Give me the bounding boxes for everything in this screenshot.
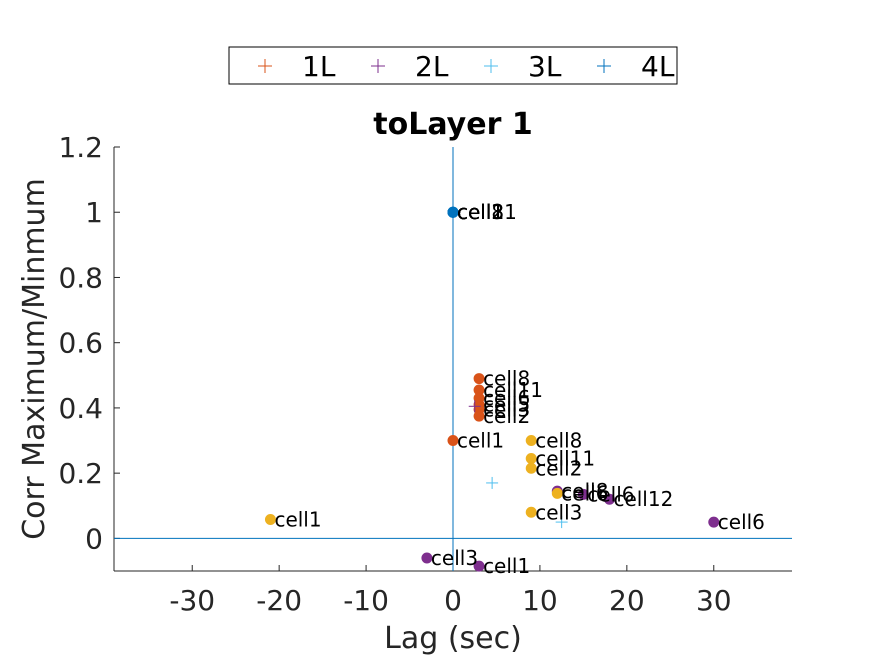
x-axis-label: Lag (sec) bbox=[384, 621, 522, 656]
point-label: cell6 bbox=[718, 510, 765, 534]
point-label: cell11 bbox=[483, 378, 543, 402]
data-point-3L bbox=[551, 487, 563, 499]
data-point-1L bbox=[473, 373, 485, 385]
point-label: cell3 bbox=[431, 546, 478, 570]
point-label: cell11 bbox=[457, 200, 517, 224]
point-label: cell2 bbox=[457, 200, 504, 224]
x-tick-label: 30 bbox=[696, 584, 732, 617]
data-point-2L bbox=[577, 488, 589, 500]
axes: -30 -20 -10 0 10 20 30 0 0.2 0.4 0.6 0.8 1 1.2 bbox=[58, 131, 792, 617]
point-label: cell8 bbox=[561, 479, 608, 503]
point-label: cell3 bbox=[483, 398, 530, 422]
data-point-3L bbox=[525, 506, 537, 518]
point-label: cell12 bbox=[613, 487, 673, 511]
y-tick-label: 0 bbox=[85, 522, 103, 555]
point-label: cell1 bbox=[274, 507, 321, 531]
data-point-2L bbox=[603, 493, 615, 505]
data-point-1L bbox=[473, 410, 485, 422]
point-label: cell3 bbox=[457, 200, 504, 224]
y-tick-label: 1.2 bbox=[58, 131, 103, 164]
legend-label: 1L bbox=[302, 50, 336, 83]
y-tick-label: 0.8 bbox=[58, 261, 103, 294]
point-label: cell5 bbox=[483, 393, 530, 417]
point-label: cell1 bbox=[457, 429, 504, 453]
point-label: cell8 bbox=[457, 200, 504, 224]
data-point-3L bbox=[525, 435, 537, 447]
x-tick-label: -20 bbox=[256, 584, 302, 617]
x-tick-label: -10 bbox=[343, 584, 389, 617]
point-label: cell6 bbox=[561, 481, 608, 505]
point-label: cell3 bbox=[535, 500, 582, 524]
y-tick-label: 1 bbox=[85, 196, 103, 229]
point-label: cell2 bbox=[483, 404, 530, 428]
legend-marker-4L bbox=[597, 59, 611, 73]
legend-marker-3L bbox=[484, 59, 498, 73]
y-tick-label: 0.4 bbox=[58, 392, 103, 425]
legend-label: 2L bbox=[415, 50, 449, 83]
chart-title: toLayer 1 bbox=[373, 107, 532, 142]
legend-label: 3L bbox=[528, 50, 562, 83]
x-tick-label: 20 bbox=[609, 584, 645, 617]
x-tick-label: 10 bbox=[522, 584, 558, 617]
point-label: cell6 bbox=[483, 386, 530, 410]
data-point-2L bbox=[421, 552, 433, 564]
point-label: cell8 bbox=[483, 367, 530, 391]
data-point-1L bbox=[447, 435, 459, 447]
x-tick-label: -30 bbox=[169, 584, 215, 617]
legend-label: 4L bbox=[641, 50, 675, 83]
plus-marker bbox=[555, 516, 568, 529]
plus-marker bbox=[468, 400, 481, 413]
data-point-4L bbox=[447, 206, 459, 218]
x-tick-label: 0 bbox=[444, 584, 462, 617]
point-label: cell6 bbox=[587, 482, 634, 506]
data-point-2L bbox=[708, 516, 720, 528]
data-point-2L bbox=[473, 560, 485, 572]
point-label: cell1 bbox=[483, 554, 530, 578]
plus-marker bbox=[486, 476, 499, 489]
point-label: cell8 bbox=[535, 429, 582, 453]
point-label: cell11 bbox=[535, 446, 595, 470]
legend-marker-1L bbox=[258, 59, 272, 73]
point-label: cell1 bbox=[457, 200, 504, 224]
legend: 1L 2L 3L 4L bbox=[228, 46, 678, 85]
data-point-3L bbox=[264, 513, 276, 525]
y-tick-label: 0.2 bbox=[58, 457, 103, 490]
y-axis-label: Corr Maximum/Minmum bbox=[17, 178, 52, 540]
point-label: cell2 bbox=[535, 456, 582, 480]
legend-marker-2L bbox=[371, 59, 385, 73]
data-point-3L bbox=[525, 462, 537, 474]
y-tick-label: 0.6 bbox=[58, 327, 103, 360]
